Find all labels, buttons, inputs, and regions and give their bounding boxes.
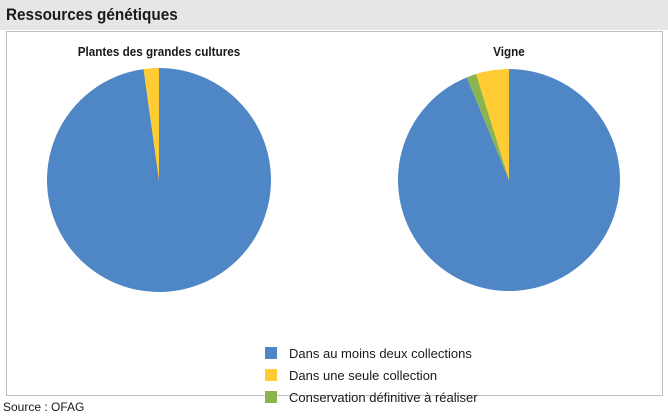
pie-slice [476, 69, 509, 180]
page-title: Ressources génétiques [6, 5, 178, 24]
legend-label: Dans une seule collection [289, 367, 438, 383]
legend-swatch [265, 369, 277, 381]
legend-label: Dans au moins deux collections [289, 345, 472, 361]
legend-item: Dans une seule collection [265, 364, 478, 386]
legend: Dans au moins deux collections Dans une … [265, 342, 478, 408]
pie-chart-vigne [398, 69, 620, 291]
legend-swatch [265, 347, 277, 359]
legend-label: Conservation définitive à réaliser [289, 389, 478, 405]
legend-swatch [265, 391, 277, 403]
pie-title-grandes-cultures: Plantes des grandes cultures [77, 44, 241, 59]
pie-title-vigne: Vigne [493, 44, 525, 59]
legend-item: Conservation définitive à réaliser [265, 386, 478, 408]
source-note: Source : OFAG [3, 400, 85, 414]
header-bar: Ressources génétiques [0, 0, 668, 30]
legend-item: Dans au moins deux collections [265, 342, 478, 364]
pie-slice [143, 68, 159, 180]
pie-slice [466, 74, 509, 180]
chart-panel: Plantes des grandes cultures Vigne Dans … [6, 31, 663, 405]
pie-chart-grandes-cultures [47, 68, 272, 292]
